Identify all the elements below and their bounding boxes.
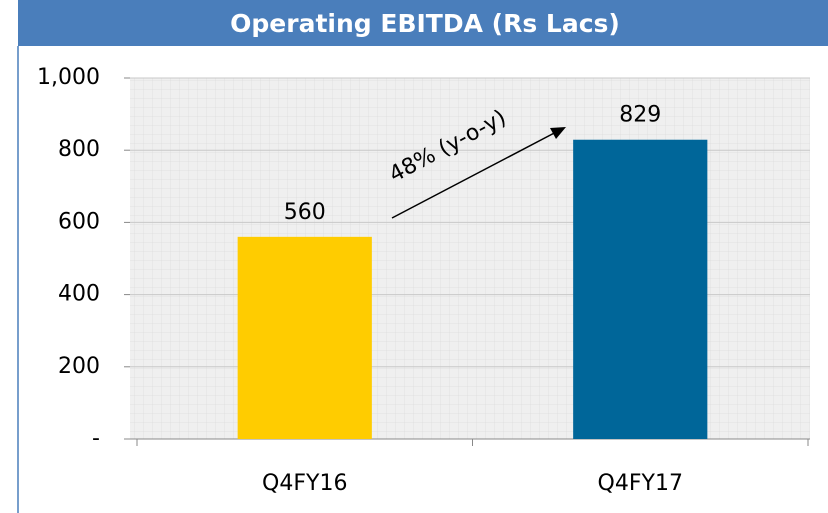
bar (237, 236, 372, 439)
y-tick-label: 1,000 (37, 65, 100, 90)
y-tick-label: 200 (58, 354, 100, 379)
bar (573, 139, 708, 439)
growth-arrow (391, 129, 561, 219)
data-label: 829 (619, 103, 661, 128)
y-tick-label: 400 (58, 282, 100, 307)
data-label: 560 (284, 200, 326, 225)
x-tick-label: Q4FY16 (262, 471, 347, 496)
y-tick-label: - (92, 426, 100, 451)
x-tick-label: Q4FY17 (598, 471, 683, 496)
title-bar (18, 0, 828, 46)
arrow-head (550, 127, 566, 139)
y-tick-label: 600 (58, 209, 100, 234)
y-tick-label: 800 (58, 137, 100, 162)
chart-title: Operating EBITDA (Rs Lacs) (230, 9, 620, 38)
